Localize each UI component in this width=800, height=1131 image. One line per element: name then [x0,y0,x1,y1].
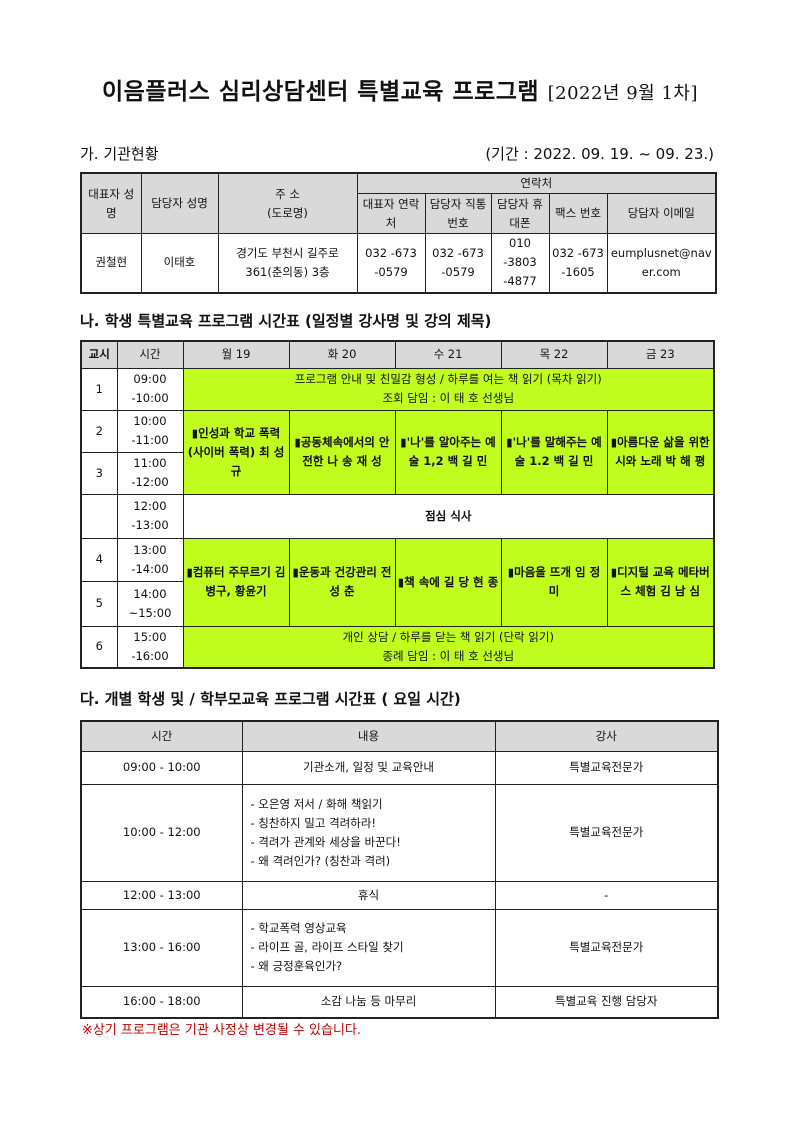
row-time: 13:00 - 16:00 [80,908,243,987]
period-no: 4 [80,537,118,582]
header-time: 시간 [80,720,243,752]
period-no: 2 [80,409,118,453]
header-rep-tel: 대표자 연락처 [356,193,426,234]
header-fri: 금 23 [606,340,715,369]
mgr-name: 이태호 [140,233,219,293]
period-time: 12:00 -13:00 [116,493,184,539]
header-contact: 연락처 [356,172,717,194]
fax: 032 -673 -1605 [548,233,608,293]
address: 경기도 부천시 길주로 361(춘의동) 3층 [217,233,358,293]
class-thu-pm: ▮마음을 뜨개 임 정 미 [500,537,608,627]
period-time: 09:00 -10:00 [116,367,184,411]
change-notice: ※상기 프로그램은 기관 사정상 변경될 수 있습니다. [82,1023,362,1038]
row-time: 12:00 - 13:00 [80,880,243,910]
header-wed: 수 21 [394,340,502,369]
morning-assembly: 프로그램 안내 및 친밀감 형성 / 하루를 여는 책 읽기 (목차 읽기) 조회… [182,367,715,411]
header-addr: 주 소 (도로명) [217,172,358,234]
document-title: 이음플러스 심리상담센터 특별교육 프로그램 [2022년 9월 1차] [0,72,800,106]
header-thu: 목 22 [500,340,608,369]
header-email: 당담자 이메일 [606,193,717,234]
class-tue-pm: ▮운동과 건강관리 전 성 춘 [288,537,396,627]
period-time: 15:00 -16:00 [116,625,184,669]
period-time: 14:00 ~15:00 [116,580,184,627]
class-tue-am: ▮공동체속에서의 안전한 나 송 재 성 [288,409,396,495]
email: eumplusnet@naver.com [606,233,717,293]
mgr-mobile: 010 -3803 -4877 [490,233,550,293]
header-mon: 월 19 [182,340,290,369]
period-text: (기간 : 2022. 09. 19. ~ 09. 23.) [485,145,714,163]
rep-name: 권철현 [80,233,142,293]
class-thu-am: ▮'나'를 말해주는 예술 1.2 백 길 민 [500,409,608,495]
class-wed-pm: ▮책 속에 길 당 현 종 [394,537,502,627]
period-no: 1 [80,367,118,411]
class-fri-pm: ▮디지털 교육 메타버스 체험 김 남 심 [606,537,715,627]
row-content: 휴식 [241,880,496,910]
period-no: 5 [80,580,118,627]
row-content: - 학교폭력 영상교육 - 라이프 골, 라이프 스타일 찾기 - 왜 긍정훈육인가… [241,908,496,987]
row-teacher: 특별교육전문가 [494,783,719,882]
section-c-heading: 다. 개별 학생 및 / 학부모교육 프로그램 시간표 ( 요일 시간) [80,690,461,708]
period-time: 10:00 -11:00 [116,409,184,453]
header-content: 내용 [241,720,496,752]
rep-tel: 032 -673 -0579 [356,233,426,293]
section-a-heading: 가. 기관현황 [80,145,159,163]
period-time: 11:00 -12:00 [116,451,184,495]
row-teacher: 특별교육전문가 [494,750,719,785]
class-mon-am: ▮인성과 학교 폭력 (사이버 폭력) 최 성 규 [182,409,290,495]
header-fax: 팩스 번호 [548,193,608,234]
institution-table: 대표자 성명 담당자 성명 주 소 (도로명) 연락처 대표자 연락처 담당자 직… [80,172,718,294]
header-rep: 대표자 성명 [80,172,142,234]
row-time: 16:00 - 18:00 [80,985,243,1019]
row-content: - 오은영 저서 / 화해 책읽기 - 칭찬하지 밀고 격려하라! - 격려가 관계… [241,783,496,882]
header-mgr-tel: 담당자 직통번호 [424,193,492,234]
period-no [80,493,118,539]
lunch: 점심 식사 [182,493,715,539]
period-no: 3 [80,451,118,495]
row-teacher: 특별교육전문가 [494,908,719,987]
class-fri-am: ▮아름다운 삶을 위한 시와 노래 박 해 평 [606,409,715,495]
header-time: 시간 [116,340,184,369]
period-time: 13:00 -14:00 [116,537,184,582]
row-time: 09:00 - 10:00 [80,750,243,785]
header-period: 교시 [80,340,118,369]
title-sub: [2022년 9월 1차] [547,83,698,104]
row-teacher: 특별교육 진행 담당자 [494,985,719,1019]
mgr-tel: 032 -673 -0579 [424,233,492,293]
header-tue: 화 20 [288,340,396,369]
header-mgr: 담당자 성명 [140,172,219,234]
row-content: 기관소개, 일정 및 교육안내 [241,750,496,785]
row-teacher: - [494,880,719,910]
student-schedule-table: 교시 시간 월 19 화 20 수 21 목 22 금 23 1 09:00 -… [80,340,715,669]
header-teacher: 강사 [494,720,719,752]
title-main: 이음플러스 심리상담센터 특별교육 프로그램 [102,79,540,105]
parent-schedule-table: 시간 내용 강사 09:00 - 10:00 기관소개, 일정 및 교육안내 특… [80,720,719,1019]
class-mon-pm: ▮컴퓨터 주무르기 김병구, 황윤기 [182,537,290,627]
section-b-heading: 나. 학생 특별교육 프로그램 시간표 (일정별 강사명 및 강의 제목) [80,312,492,330]
period-no: 6 [80,625,118,669]
row-time: 10:00 - 12:00 [80,783,243,882]
class-wed-am: ▮'나'를 알아주는 예술 1,2 백 길 민 [394,409,502,495]
closing-assembly: 개인 상담 / 하루를 닫는 책 읽기 (단락 읽기) 종례 담임 : 이 태 호… [182,625,715,669]
header-mgr-mobile: 담당자 휴대폰 [490,193,550,234]
row-content: 소감 나눔 등 마무리 [241,985,496,1019]
